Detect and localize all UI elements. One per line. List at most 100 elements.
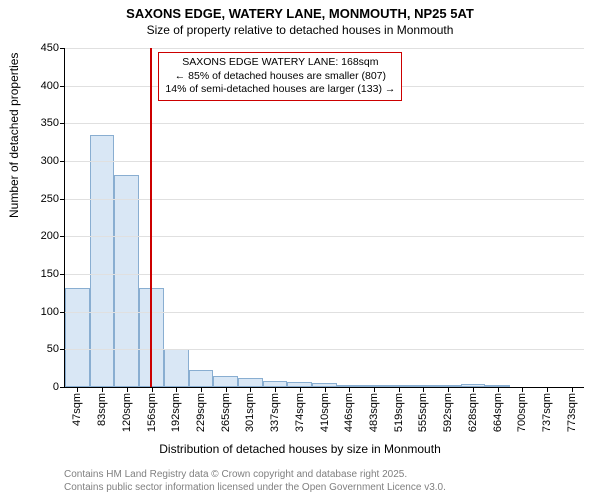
x-tick bbox=[448, 387, 449, 392]
bar-slot: 83sqm bbox=[90, 48, 115, 387]
gridline bbox=[65, 48, 584, 49]
y-tick bbox=[60, 123, 65, 124]
x-tick bbox=[374, 387, 375, 392]
x-tick bbox=[399, 387, 400, 392]
x-tick-label: 555sqm bbox=[417, 393, 429, 432]
x-tick-label: 664sqm bbox=[492, 393, 504, 432]
x-tick bbox=[201, 387, 202, 392]
callout-line: 14% of semi-detached houses are larger (… bbox=[165, 83, 395, 97]
x-tick bbox=[498, 387, 499, 392]
x-tick-label: 483sqm bbox=[368, 393, 380, 432]
x-tick-label: 301sqm bbox=[244, 393, 256, 432]
footer-line2: Contains public sector information licen… bbox=[64, 481, 446, 494]
y-tick bbox=[60, 86, 65, 87]
y-tick bbox=[60, 199, 65, 200]
x-tick bbox=[102, 387, 103, 392]
bar bbox=[189, 370, 214, 387]
y-tick bbox=[60, 236, 65, 237]
y-tick bbox=[60, 312, 65, 313]
x-tick bbox=[547, 387, 548, 392]
y-tick-label: 100 bbox=[41, 306, 59, 318]
bar bbox=[164, 349, 189, 387]
x-tick-label: 592sqm bbox=[442, 393, 454, 432]
bar-slot: 773sqm bbox=[559, 48, 584, 387]
plot: 47sqm83sqm120sqm156sqm192sqm229sqm265sqm… bbox=[64, 48, 584, 388]
x-tick bbox=[522, 387, 523, 392]
gridline bbox=[65, 123, 584, 124]
reference-line bbox=[150, 48, 152, 387]
gridline bbox=[65, 161, 584, 162]
y-tick-label: 350 bbox=[41, 117, 59, 129]
bar-slot: 664sqm bbox=[485, 48, 510, 387]
x-tick bbox=[127, 387, 128, 392]
y-tick-label: 450 bbox=[41, 42, 59, 54]
y-tick bbox=[60, 274, 65, 275]
x-tick bbox=[300, 387, 301, 392]
x-tick-label: 265sqm bbox=[220, 393, 232, 432]
gridline bbox=[65, 312, 584, 313]
chart-container: SAXONS EDGE, WATERY LANE, MONMOUTH, NP25… bbox=[0, 0, 600, 500]
x-tick bbox=[349, 387, 350, 392]
callout-line: SAXONS EDGE WATERY LANE: 168sqm bbox=[165, 56, 395, 70]
bar bbox=[238, 378, 263, 387]
y-tick bbox=[60, 161, 65, 162]
x-tick bbox=[77, 387, 78, 392]
x-tick-label: 192sqm bbox=[170, 393, 182, 432]
gridline bbox=[65, 199, 584, 200]
chart-subtitle: Size of property relative to detached ho… bbox=[0, 23, 600, 37]
x-tick-label: 628sqm bbox=[467, 393, 479, 432]
x-tick bbox=[473, 387, 474, 392]
x-tick bbox=[572, 387, 573, 392]
x-axis-label: Distribution of detached houses by size … bbox=[0, 442, 600, 456]
x-tick bbox=[250, 387, 251, 392]
y-tick bbox=[60, 48, 65, 49]
plot-area: 47sqm83sqm120sqm156sqm192sqm229sqm265sqm… bbox=[64, 48, 584, 388]
x-tick-label: 737sqm bbox=[541, 393, 553, 432]
footer: Contains HM Land Registry data © Crown c… bbox=[64, 468, 446, 494]
x-tick-label: 410sqm bbox=[319, 393, 331, 432]
bar bbox=[65, 288, 90, 387]
bar-slot: 555sqm bbox=[411, 48, 436, 387]
y-tick-label: 150 bbox=[41, 268, 59, 280]
y-tick-label: 50 bbox=[47, 343, 59, 355]
gridline bbox=[65, 236, 584, 237]
x-tick-label: 773sqm bbox=[566, 393, 578, 432]
bar bbox=[213, 376, 238, 387]
x-tick-label: 337sqm bbox=[269, 393, 281, 432]
footer-line1: Contains HM Land Registry data © Crown c… bbox=[64, 468, 446, 481]
x-tick-label: 374sqm bbox=[294, 393, 306, 432]
chart-title: SAXONS EDGE, WATERY LANE, MONMOUTH, NP25… bbox=[0, 0, 600, 21]
callout-box: SAXONS EDGE WATERY LANE: 168sqm← 85% of … bbox=[158, 52, 402, 101]
y-tick bbox=[60, 387, 65, 388]
x-tick bbox=[226, 387, 227, 392]
x-tick bbox=[423, 387, 424, 392]
x-tick bbox=[275, 387, 276, 392]
x-tick-label: 700sqm bbox=[516, 393, 528, 432]
x-tick bbox=[325, 387, 326, 392]
x-tick-label: 446sqm bbox=[343, 393, 355, 432]
y-tick-label: 300 bbox=[41, 155, 59, 167]
x-tick-label: 47sqm bbox=[71, 393, 83, 426]
x-tick-label: 156sqm bbox=[146, 393, 158, 432]
bar-slot: 47sqm bbox=[65, 48, 90, 387]
bar-slot: 737sqm bbox=[535, 48, 560, 387]
bar-slot: 700sqm bbox=[510, 48, 535, 387]
y-axis-label: Number of detached properties bbox=[7, 53, 21, 218]
x-tick bbox=[176, 387, 177, 392]
y-tick bbox=[60, 349, 65, 350]
bar-slot: 628sqm bbox=[461, 48, 486, 387]
y-tick-label: 250 bbox=[41, 193, 59, 205]
gridline bbox=[65, 274, 584, 275]
x-tick-label: 519sqm bbox=[393, 393, 405, 432]
x-tick-label: 120sqm bbox=[121, 393, 133, 432]
x-tick bbox=[152, 387, 153, 392]
y-tick-label: 200 bbox=[41, 230, 59, 242]
x-tick-label: 83sqm bbox=[96, 393, 108, 426]
y-tick-label: 400 bbox=[41, 80, 59, 92]
x-tick-label: 229sqm bbox=[195, 393, 207, 432]
bar-slot: 592sqm bbox=[436, 48, 461, 387]
y-tick-label: 0 bbox=[53, 381, 59, 393]
callout-line: ← 85% of detached houses are smaller (80… bbox=[165, 70, 395, 84]
bar bbox=[114, 175, 139, 387]
gridline bbox=[65, 349, 584, 350]
